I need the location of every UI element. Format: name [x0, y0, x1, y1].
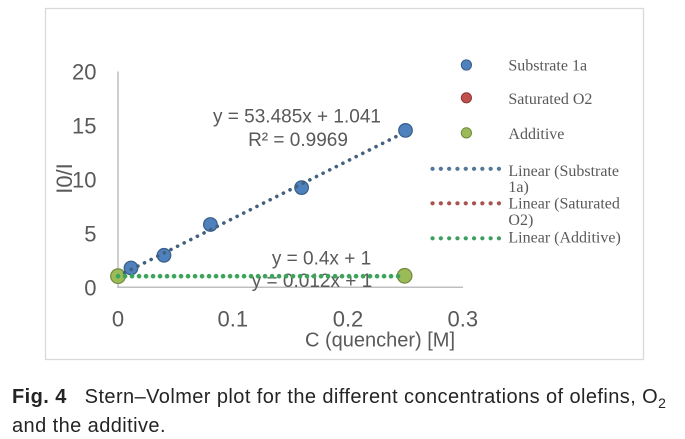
svg-text:0: 0 — [84, 275, 96, 300]
svg-text:Additive: Additive — [508, 126, 564, 143]
svg-text:y = 0.4x + 1: y = 0.4x + 1 — [272, 249, 371, 270]
svg-text:1a): 1a) — [508, 179, 528, 196]
svg-text:Linear (Additive): Linear (Additive) — [508, 230, 620, 247]
svg-text:20: 20 — [72, 60, 96, 85]
svg-text:Linear (Saturated: Linear (Saturated — [508, 196, 620, 213]
svg-text:R² = 0.9969: R² = 0.9969 — [248, 130, 348, 151]
svg-text:y = 0.012x + 1: y = 0.012x + 1 — [252, 271, 372, 292]
svg-text:15: 15 — [72, 114, 96, 139]
svg-text:0: 0 — [112, 307, 124, 332]
svg-text:I0/I: I0/I — [52, 163, 77, 194]
svg-text:5: 5 — [84, 221, 96, 246]
svg-text:10: 10 — [72, 167, 96, 192]
svg-text:y = 53.485x + 1.041: y = 53.485x + 1.041 — [213, 107, 381, 128]
svg-text:Saturated O2: Saturated O2 — [508, 91, 592, 108]
svg-text:Substrate 1a: Substrate 1a — [508, 58, 587, 75]
svg-text:0.2: 0.2 — [333, 307, 364, 332]
svg-text:0.1: 0.1 — [218, 307, 249, 332]
svg-text:0.3: 0.3 — [448, 307, 479, 332]
svg-text:O2): O2) — [508, 212, 533, 229]
svg-text:C (quencher) [M]: C (quencher) [M] — [305, 329, 455, 351]
svg-text:Linear (Substrate: Linear (Substrate — [508, 163, 619, 180]
